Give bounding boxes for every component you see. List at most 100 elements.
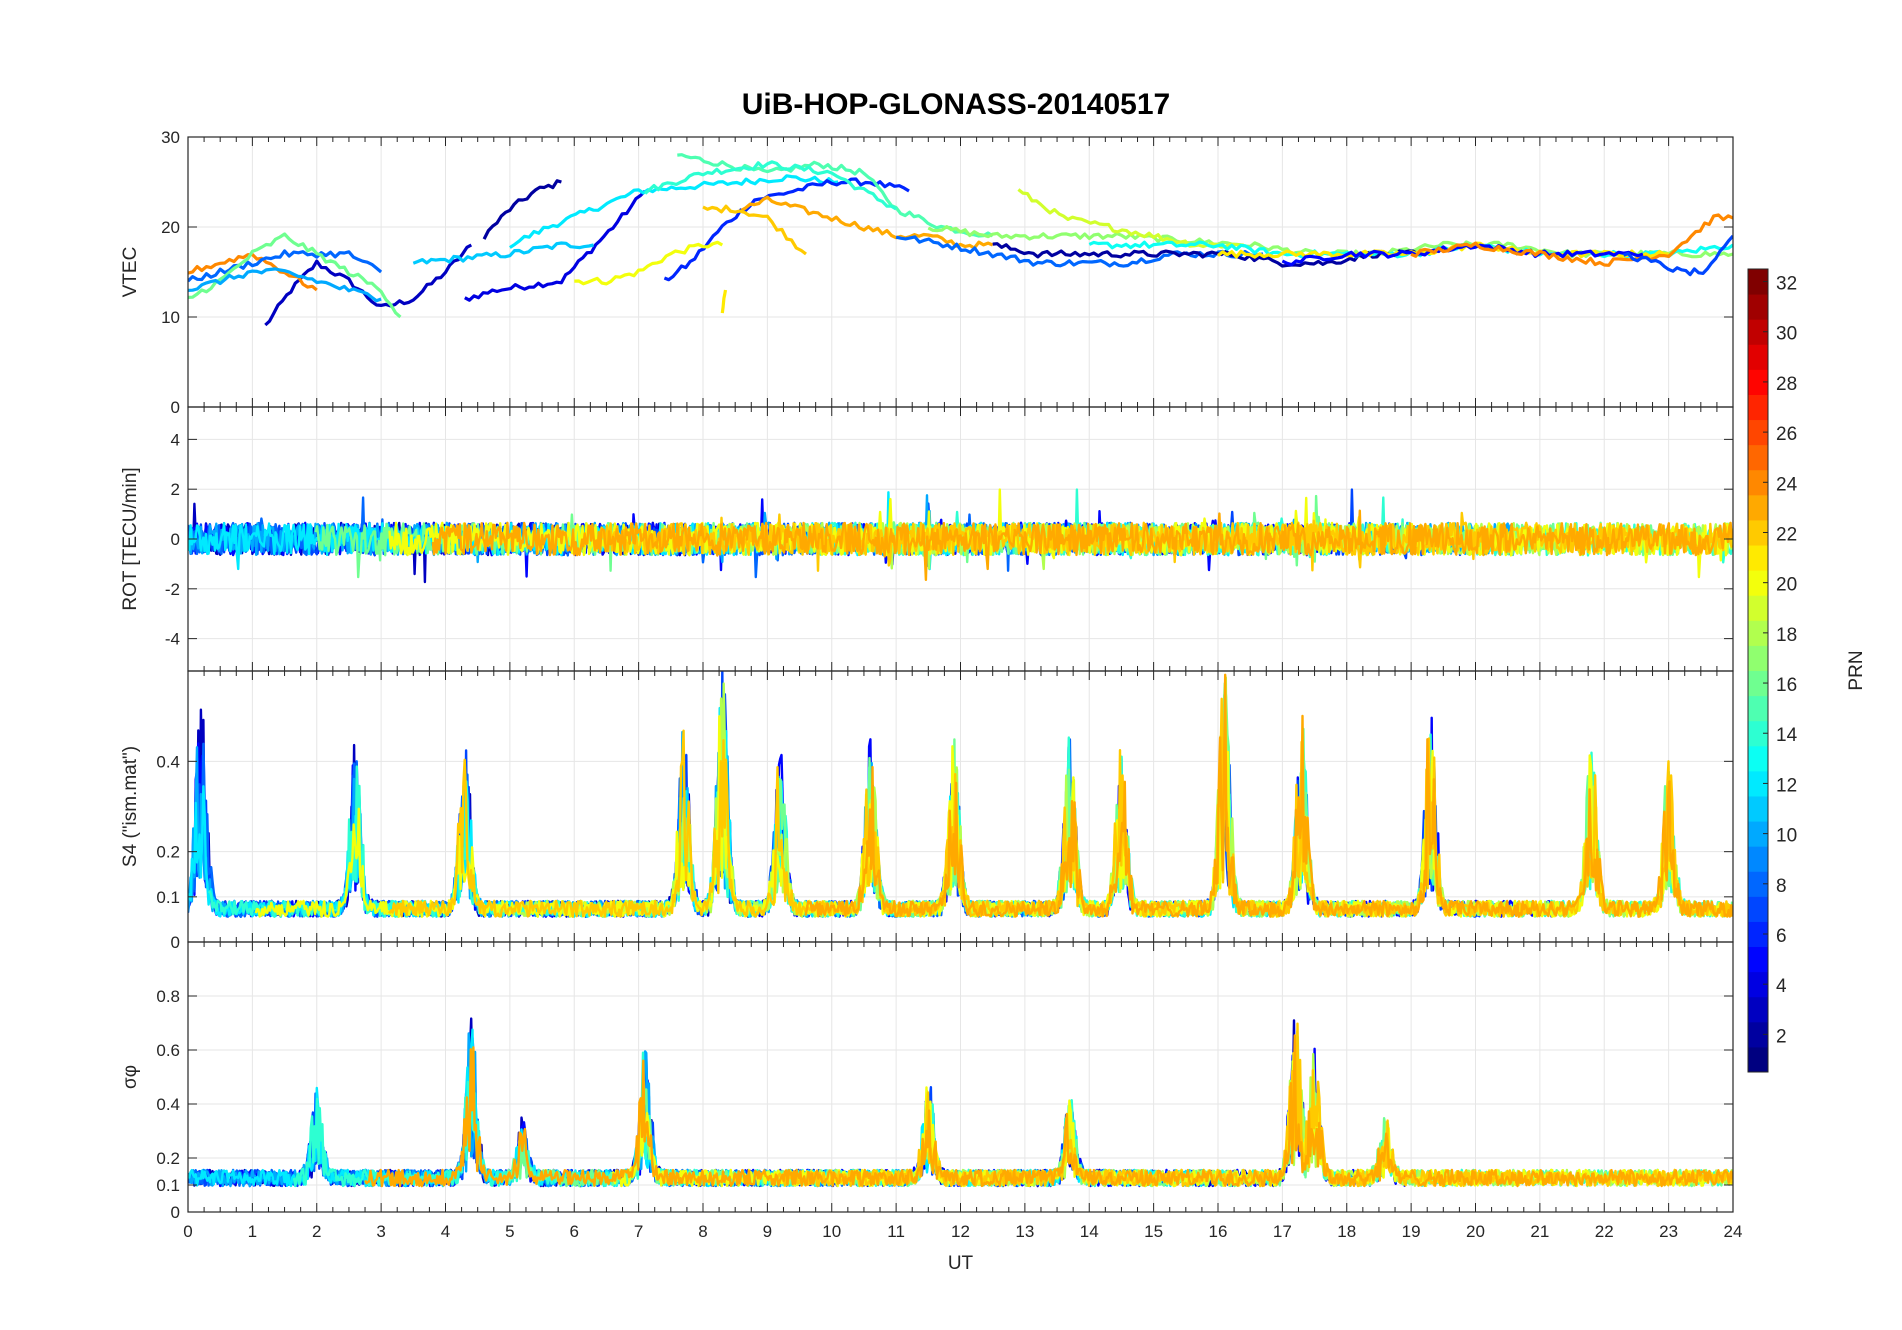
colorbar-band [1748, 1046, 1768, 1073]
colorbar-tick-label: 22 [1776, 524, 1797, 545]
colorbar-band [1748, 369, 1768, 395]
vtec-series-prn-16 [188, 232, 402, 319]
colorbar-tick-label: 18 [1776, 625, 1797, 646]
colorbar-label: PRN [1846, 650, 1867, 690]
colorbar-band [1748, 595, 1768, 621]
colorbar-band [1748, 871, 1768, 897]
x-tick-label: 24 [1724, 1222, 1743, 1241]
x-tick-label: 3 [376, 1222, 385, 1241]
colorbar-band [1748, 645, 1768, 671]
vtec-series-prn-12 [509, 174, 839, 249]
x-tick-label: 18 [1337, 1222, 1356, 1241]
panel-3-ylabel: σφ [120, 1065, 141, 1089]
colorbar-band [1748, 821, 1768, 847]
colorbar-band [1748, 1021, 1768, 1048]
vtec-series-prn-24 [1410, 213, 1733, 267]
panel-3-series-prn-3 [188, 1017, 1301, 1188]
panel-2-ylabel: S4 ("ism.mat") [120, 746, 141, 867]
vtec-series-prn-3 [264, 243, 473, 327]
colorbar-tick-label: 2 [1776, 1026, 1787, 1047]
panel-3-data [188, 1017, 1733, 1188]
colorbar-tick-label: 28 [1776, 374, 1797, 395]
panel-3-series-prn-7 [188, 1059, 1140, 1188]
panel-0-ylabel: VTEC [120, 247, 141, 298]
x-tick-label: 19 [1402, 1222, 1421, 1241]
panel-3-series-prn-16 [502, 1035, 1733, 1188]
panel-1-series-prn-23 [431, 509, 1733, 581]
panel-2-series-prn-14 [207, 719, 1733, 918]
y-tick-label: 0.4 [156, 752, 180, 771]
panel-2-data [188, 671, 1733, 918]
vtec-series-prn-23 [740, 195, 994, 250]
colorbar-band [1748, 444, 1768, 471]
panel-3-series-prn-8 [188, 1036, 1151, 1188]
colorbar-tick-label: 10 [1776, 826, 1797, 847]
x-tick-label: 20 [1466, 1222, 1485, 1241]
vtec-series-prn-15 [677, 153, 994, 238]
x-tick-label: 12 [951, 1222, 970, 1241]
colorbar-band [1748, 795, 1768, 822]
panel-1-data [188, 488, 1733, 584]
y-tick-label: -4 [165, 630, 180, 649]
colorbar-band [1748, 620, 1768, 646]
panel-2-series-prn-23 [804, 673, 1733, 918]
colorbar-band [1748, 419, 1768, 446]
colorbar-frame [1747, 268, 1769, 1073]
y-tick-label: 10 [161, 308, 180, 327]
vtec-series-prn-14 [644, 160, 897, 211]
y-tick-label: 0.8 [156, 987, 180, 1006]
colorbar-band [1748, 469, 1768, 496]
colorbar-tick-label: 20 [1776, 575, 1797, 596]
panel-3-series-prn-12 [188, 1028, 1209, 1188]
vtec-series-prn-5 [1281, 243, 1644, 267]
x-tick-label: 15 [1144, 1222, 1163, 1241]
panel-3-series-prn-23 [364, 1034, 1733, 1188]
colorbar-tick-label: 16 [1776, 675, 1797, 696]
y-tick-label: -2 [165, 580, 180, 599]
colorbar-band [1748, 319, 1768, 345]
vtec-series-prn-11 [412, 241, 594, 265]
x-tick-label: 14 [1080, 1222, 1099, 1241]
y-tick-label: 0 [171, 933, 180, 952]
x-tick-label: 1 [248, 1222, 257, 1241]
vtec-series-prn-21 [720, 289, 728, 314]
colorbar-tick-label: 4 [1776, 976, 1787, 997]
vtec-series-prn-22 [702, 204, 807, 256]
panel-1-ylabel: ROT [TECU/min] [120, 467, 141, 610]
x-tick-label: 5 [505, 1222, 514, 1241]
colorbar-tick-label: 24 [1776, 474, 1798, 495]
panel-2-series-prn-7 [188, 671, 1485, 918]
x-tick-label: 0 [183, 1222, 192, 1241]
y-tick-label: 20 [161, 218, 180, 237]
y-tick-label: 0.6 [156, 1041, 180, 1060]
colorbar-tick-label: 8 [1776, 876, 1787, 897]
y-tick-label: 2 [171, 480, 180, 499]
x-tick-label: 11 [887, 1222, 905, 1241]
colorbar-tick-label: 30 [1776, 324, 1797, 345]
panel-2-series-prn-10 [188, 701, 1025, 918]
x-tick-label: 22 [1595, 1222, 1614, 1241]
vtec-series-prn-20 [574, 240, 724, 286]
x-axis-label: UT [948, 1253, 974, 1274]
vtec-series-prn-8 [188, 249, 383, 283]
colorbar-band [1748, 695, 1768, 722]
panel-3-series-prn-5 [188, 1047, 1413, 1188]
colorbar-band [1748, 294, 1768, 320]
colorbar-band [1748, 846, 1768, 872]
x-tick-label: 4 [441, 1222, 450, 1241]
colorbar-band [1748, 946, 1768, 973]
panel-0-data [188, 153, 1733, 327]
y-tick-label: 0.2 [156, 843, 180, 862]
y-tick-label: 4 [171, 430, 180, 449]
panel-3-series-prn-20 [611, 1030, 1733, 1188]
colorbar-band [1748, 519, 1768, 546]
colorbar-band [1748, 745, 1768, 772]
colorbar-band [1748, 344, 1768, 370]
colorbar-band [1748, 996, 1768, 1023]
colorbar-band [1748, 971, 1768, 998]
vtec-series-prn-8 [895, 235, 1264, 268]
x-tick-label: 2 [312, 1222, 321, 1241]
vtec-series-prn-2 [482, 179, 562, 240]
